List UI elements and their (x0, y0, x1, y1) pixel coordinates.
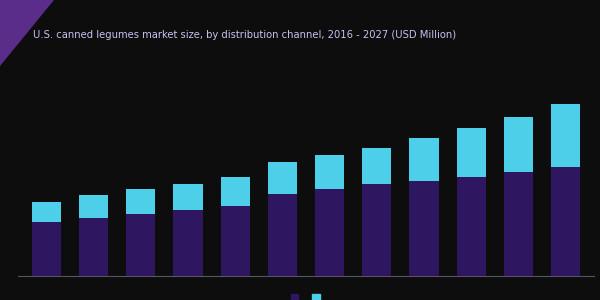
Bar (221, 206, 250, 276)
Bar (268, 194, 297, 276)
Bar (268, 162, 297, 194)
Bar (409, 138, 439, 181)
Bar (32, 202, 61, 222)
Bar (551, 167, 580, 276)
Bar (315, 155, 344, 189)
Bar (457, 177, 486, 276)
Bar (409, 181, 439, 276)
Bar (79, 218, 108, 276)
Bar (126, 189, 155, 214)
Bar (32, 222, 61, 276)
Bar (315, 189, 344, 276)
Legend: , : , (287, 290, 325, 300)
Bar (551, 104, 580, 167)
Bar (79, 195, 108, 218)
Bar (173, 184, 203, 210)
Polygon shape (0, 0, 54, 66)
Text: U.S. canned legumes market size, by distribution channel, 2016 - 2027 (USD Milli: U.S. canned legumes market size, by dist… (33, 29, 456, 40)
Bar (173, 210, 203, 276)
Bar (126, 214, 155, 276)
Bar (504, 116, 533, 172)
Bar (362, 184, 391, 276)
Bar (457, 128, 486, 177)
Bar (362, 148, 391, 184)
Bar (221, 177, 250, 206)
Bar (504, 172, 533, 276)
